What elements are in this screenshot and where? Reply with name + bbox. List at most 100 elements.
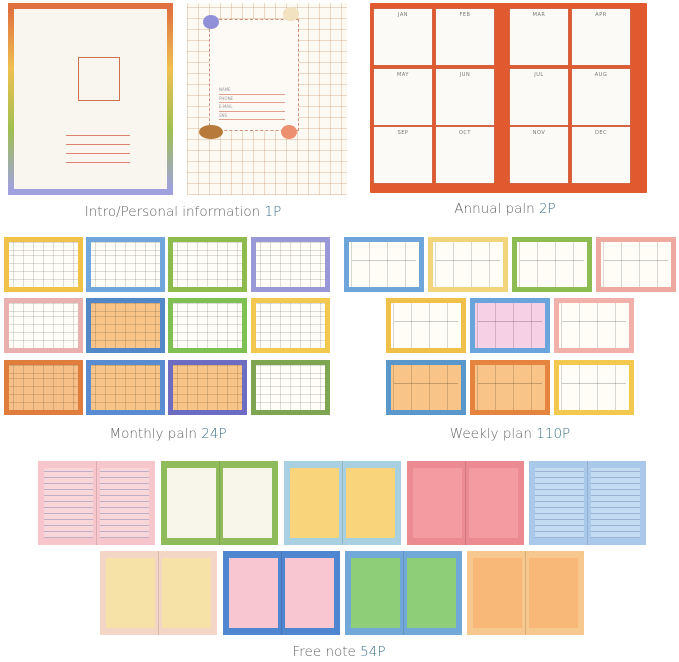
note-panel [529, 558, 578, 628]
month-label: NOV [532, 130, 546, 136]
field-sns: SNS [219, 112, 285, 120]
note-panel [229, 558, 278, 628]
note-panel [413, 468, 462, 538]
page-fold [281, 551, 282, 635]
month-label: JUN [459, 72, 471, 78]
month-sheet: MAY [374, 69, 432, 125]
monthly-page [251, 298, 330, 353]
month-sheet: JAN [374, 9, 432, 65]
flower-sticker [203, 15, 219, 29]
note-panel [591, 468, 640, 538]
page-fold [525, 551, 526, 635]
month-label: MAR [532, 12, 546, 18]
note-panel [407, 558, 456, 628]
note-panel [44, 468, 93, 538]
note-panel [167, 468, 216, 538]
month-sheet: APR [572, 9, 630, 65]
month-sheet: FEB [436, 9, 494, 65]
note-panel [469, 468, 518, 538]
monthly-page [168, 298, 247, 353]
note-panel [346, 468, 395, 538]
monthly-page [251, 360, 330, 415]
field-email: E-MAIL [219, 103, 285, 112]
page-fold [342, 461, 343, 545]
month-sheet: JUN [436, 69, 494, 125]
note-panel [106, 558, 155, 628]
weekly-page [470, 360, 550, 415]
monthly-caption: Monthly paln 24P [109, 426, 227, 442]
month-label: FEB [459, 12, 471, 18]
monthly-page [86, 237, 165, 292]
monthly-page [168, 237, 247, 292]
free-note-page [345, 551, 462, 635]
field-phone: PHONE [219, 95, 285, 103]
weekly-page [554, 360, 634, 415]
monthly-page [4, 360, 83, 415]
monthly-page [251, 237, 330, 292]
monthly-page [168, 360, 247, 415]
month-label: APR [595, 12, 607, 18]
page-fold [403, 551, 404, 635]
monthly-page [86, 360, 165, 415]
note-panel [100, 468, 149, 538]
month-sheet: MAR [510, 9, 568, 65]
free-note-page [529, 461, 646, 545]
monthly-page [4, 237, 83, 292]
form-fields: NAME PHONE E-MAIL SNS [219, 86, 285, 120]
note-panel [290, 468, 339, 538]
weekly-page [386, 298, 466, 353]
page-fold [587, 461, 588, 545]
weekly-page [554, 298, 634, 353]
month-label: MAY [397, 72, 409, 78]
weekly-page [470, 298, 550, 353]
bear-sticker [199, 125, 223, 139]
intro-cover-page [8, 3, 173, 195]
free-note-page [100, 551, 217, 635]
free-note-page [284, 461, 401, 545]
monthly-page [4, 298, 83, 353]
note-panel [162, 558, 211, 628]
free-note-page [38, 461, 155, 545]
free-note-page [467, 551, 584, 635]
note-panel [223, 468, 272, 538]
month-sheet: DEC [572, 127, 630, 183]
personal-info-page: NAME PHONE E-MAIL SNS [187, 3, 347, 195]
page-fold [158, 551, 159, 635]
note-panel [285, 558, 334, 628]
month-label: JUL [534, 72, 544, 78]
free-note-caption: Free note 54P [292, 644, 386, 660]
weekly-caption: Weekly plan 110P [449, 426, 571, 442]
field-name: NAME [219, 86, 285, 95]
weekly-page [344, 237, 424, 292]
month-sheet: JUL [510, 69, 568, 125]
free-note-page [223, 551, 340, 635]
bunny-illustration [78, 57, 120, 101]
free-note-page [407, 461, 524, 545]
weekly-page [428, 237, 508, 292]
weekly-page [512, 237, 592, 292]
page-fold [96, 461, 97, 545]
weekly-page [386, 360, 466, 415]
note-panel [473, 558, 522, 628]
page-fold [465, 461, 466, 545]
page-fold [219, 461, 220, 545]
note-panel [535, 468, 584, 538]
month-label: JAN [397, 12, 409, 18]
annual-caption: Annual paln 2P [454, 201, 556, 217]
weekly-page [596, 237, 676, 292]
cloud-sticker [281, 125, 297, 139]
cover-lines [66, 127, 130, 163]
month-sheet: AUG [572, 69, 630, 125]
annual-plan-page: JAN FEB MAR APR MAY JUN JUL AUG SEP OCT NOV DEC [370, 3, 647, 193]
month-sheet: NOV [510, 127, 568, 183]
note-panel [351, 558, 400, 628]
intro-caption: Intro/Personal information 1P [84, 204, 282, 220]
month-label: AUG [594, 72, 608, 78]
month-label: OCT [459, 130, 471, 136]
free-note-page [161, 461, 278, 545]
monthly-page [86, 298, 165, 353]
bunny-sticker [283, 7, 299, 21]
month-sheet: SEP [374, 127, 432, 183]
month-label: SEP [397, 130, 409, 136]
month-sheet: OCT [436, 127, 494, 183]
